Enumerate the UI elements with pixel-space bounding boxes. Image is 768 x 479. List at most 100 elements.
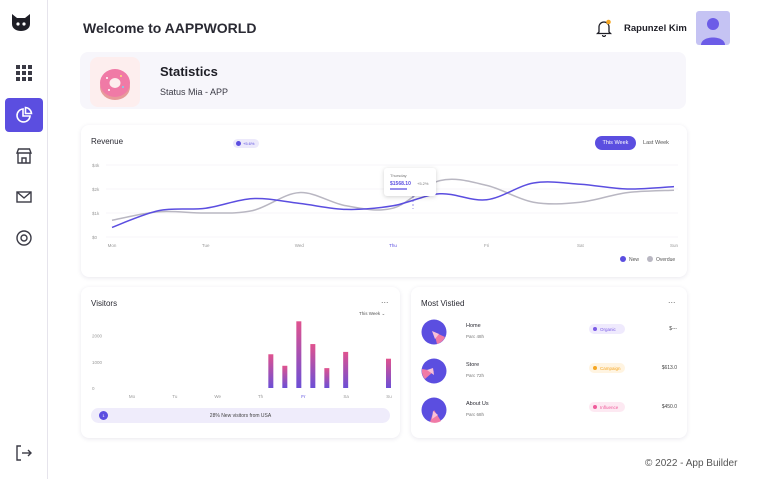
source-tag: Organic (589, 324, 625, 334)
most-visited-title: Most Vistied (421, 299, 465, 308)
series-line-overdue (111, 178, 675, 221)
series-line-new (111, 181, 675, 229)
donut-icon (100, 69, 130, 100)
x-tick-label: Fri (484, 243, 489, 248)
tag-label: Campaign (600, 365, 621, 371)
tag-dot (593, 366, 597, 370)
x-tick-label: Thu (389, 243, 397, 248)
page-title: Welcome to AAPPWORLD (83, 20, 257, 36)
tag-label: Organic (600, 326, 616, 332)
list-item[interactable]: Home Parc 48h Organic $--- (421, 319, 677, 349)
sidebar-item-logout[interactable] (5, 436, 43, 470)
x-tick-label: Mon (108, 243, 117, 248)
page-sub: Parc 48h (466, 334, 485, 339)
cat-icon[interactable] (10, 12, 32, 32)
page-pie-icon (421, 397, 447, 423)
sidebar-item-settings[interactable] (5, 221, 43, 255)
tag-dot (593, 405, 597, 409)
visitors-chart: 0 1000 2000 Mo Tu We Th Fr Sa Su (92, 321, 392, 399)
sidebar-item-mail[interactable] (5, 180, 43, 214)
visitors-range-value: This Week (359, 311, 381, 316)
username[interactable]: Rapunzel Kim (624, 23, 687, 34)
visitor-bar (268, 354, 274, 388)
page-sub: Parc 68h (466, 412, 485, 417)
avatar[interactable] (696, 11, 730, 45)
visitors-footnote: 1 28% New visitors from USA (91, 408, 390, 423)
tag-dot (593, 327, 597, 331)
sidebar (0, 0, 48, 479)
page-name: About Us (466, 401, 489, 407)
legend-overdue: Overdue (656, 257, 675, 263)
revenue-title: Revenue (91, 137, 124, 146)
x-tick-label: Tu (172, 394, 178, 399)
settings-icon (16, 230, 32, 246)
legend: New Overdue (620, 256, 675, 263)
tooltip-change: +5.2% (417, 181, 429, 186)
page-pie-icon (421, 358, 447, 384)
page-value: $--- (669, 326, 677, 332)
x-tick-label: We (214, 394, 221, 399)
last-week-button[interactable]: Last Week (643, 140, 669, 146)
x-tick-label: Sat (577, 243, 585, 248)
x-tick-label: Tue (202, 243, 210, 248)
y-tick-label: 2000 (92, 334, 103, 339)
legend-new: New (629, 257, 639, 263)
statistics-card: Statistics Status Mia - APP (80, 52, 686, 109)
y-tick-label: $0 (92, 235, 98, 240)
source-tag: Influence (589, 402, 625, 412)
visitor-bar (282, 365, 288, 388)
logout-icon (16, 445, 32, 461)
sidebar-item-dashboard[interactable] (5, 56, 43, 90)
page-value: $613.0 (661, 365, 677, 371)
x-tick-label: Fr (301, 394, 306, 399)
x-tick-label: Mo (129, 394, 136, 399)
tooltip-value: $1568.10 (390, 181, 411, 187)
visitor-bar (386, 358, 391, 388)
visitors-menu-button[interactable]: ... (381, 295, 389, 305)
visitors-range-select[interactable]: This Week ⌄ (359, 311, 385, 317)
revenue-card: Revenue +5.6% This Week Last Week $0 $1k $… (81, 125, 687, 277)
visitor-bar (296, 321, 302, 388)
chevron-down-icon: ⌄ (381, 311, 386, 316)
list-item[interactable]: About Us Parc 68h Influence $450.0 (421, 397, 677, 427)
info-icon: 1 (99, 411, 108, 420)
visitors-title: Visitors (91, 299, 118, 308)
y-tick-label: $2k (92, 187, 100, 192)
statistics-subtitle: Status Mia - APP (160, 87, 229, 97)
revenue-change-value: +5.6% (243, 141, 255, 146)
page-sub: Parc 72h (466, 373, 485, 378)
mail-icon (16, 191, 32, 203)
revenue-change-badge: +5.6% (233, 139, 259, 148)
page-pie-icon (421, 319, 447, 345)
grid-icon (16, 65, 32, 81)
this-week-button[interactable]: This Week (595, 136, 636, 150)
list-item[interactable]: Store Parc 72h Campaign $613.0 (421, 358, 677, 388)
page-name: Home (466, 323, 481, 329)
visitors-footnote-text: 28% New visitors from USA (209, 412, 272, 419)
most-visited-card: Most Vistied ... Home Parc 48h Organic $… (411, 287, 687, 438)
y-tick-label: $4k (92, 163, 100, 168)
visitors-card: Visitors ... This Week ⌄ 0 1000 2000 Mo Tu W… (81, 287, 400, 438)
x-tick-label: Su (386, 394, 392, 399)
source-tag: Campaign (589, 363, 625, 373)
footer-copyright: © 2022 - App Builder (645, 458, 738, 469)
visitor-bar (310, 344, 316, 388)
tooltip-day: Thursday (390, 173, 407, 178)
revenue-tooltip: Thursday $1568.10 +5.2% (384, 168, 436, 196)
x-tick-label: Sun (670, 243, 679, 248)
y-tick-label: $1k (92, 211, 100, 216)
sidebar-item-store[interactable] (5, 139, 43, 173)
pie-chart-icon (16, 106, 33, 123)
x-tick-label: Th (258, 394, 264, 399)
x-tick-label: Sa (343, 394, 349, 399)
donut-tile (90, 57, 140, 107)
store-icon (15, 148, 33, 164)
page-value: $450.0 (661, 404, 677, 410)
bell-icon[interactable] (596, 19, 612, 37)
revenue-chart: $0 $1k $2k $4k Mon Tue Wed Thu Fri Sat Sun Thursd… (92, 163, 679, 263)
most-visited-menu-button[interactable]: ... (668, 295, 676, 305)
x-tick-label: Wed (295, 243, 305, 248)
badge-dot (236, 141, 241, 146)
y-tick-label: 0 (92, 386, 95, 391)
sidebar-item-statistics[interactable] (5, 98, 43, 132)
